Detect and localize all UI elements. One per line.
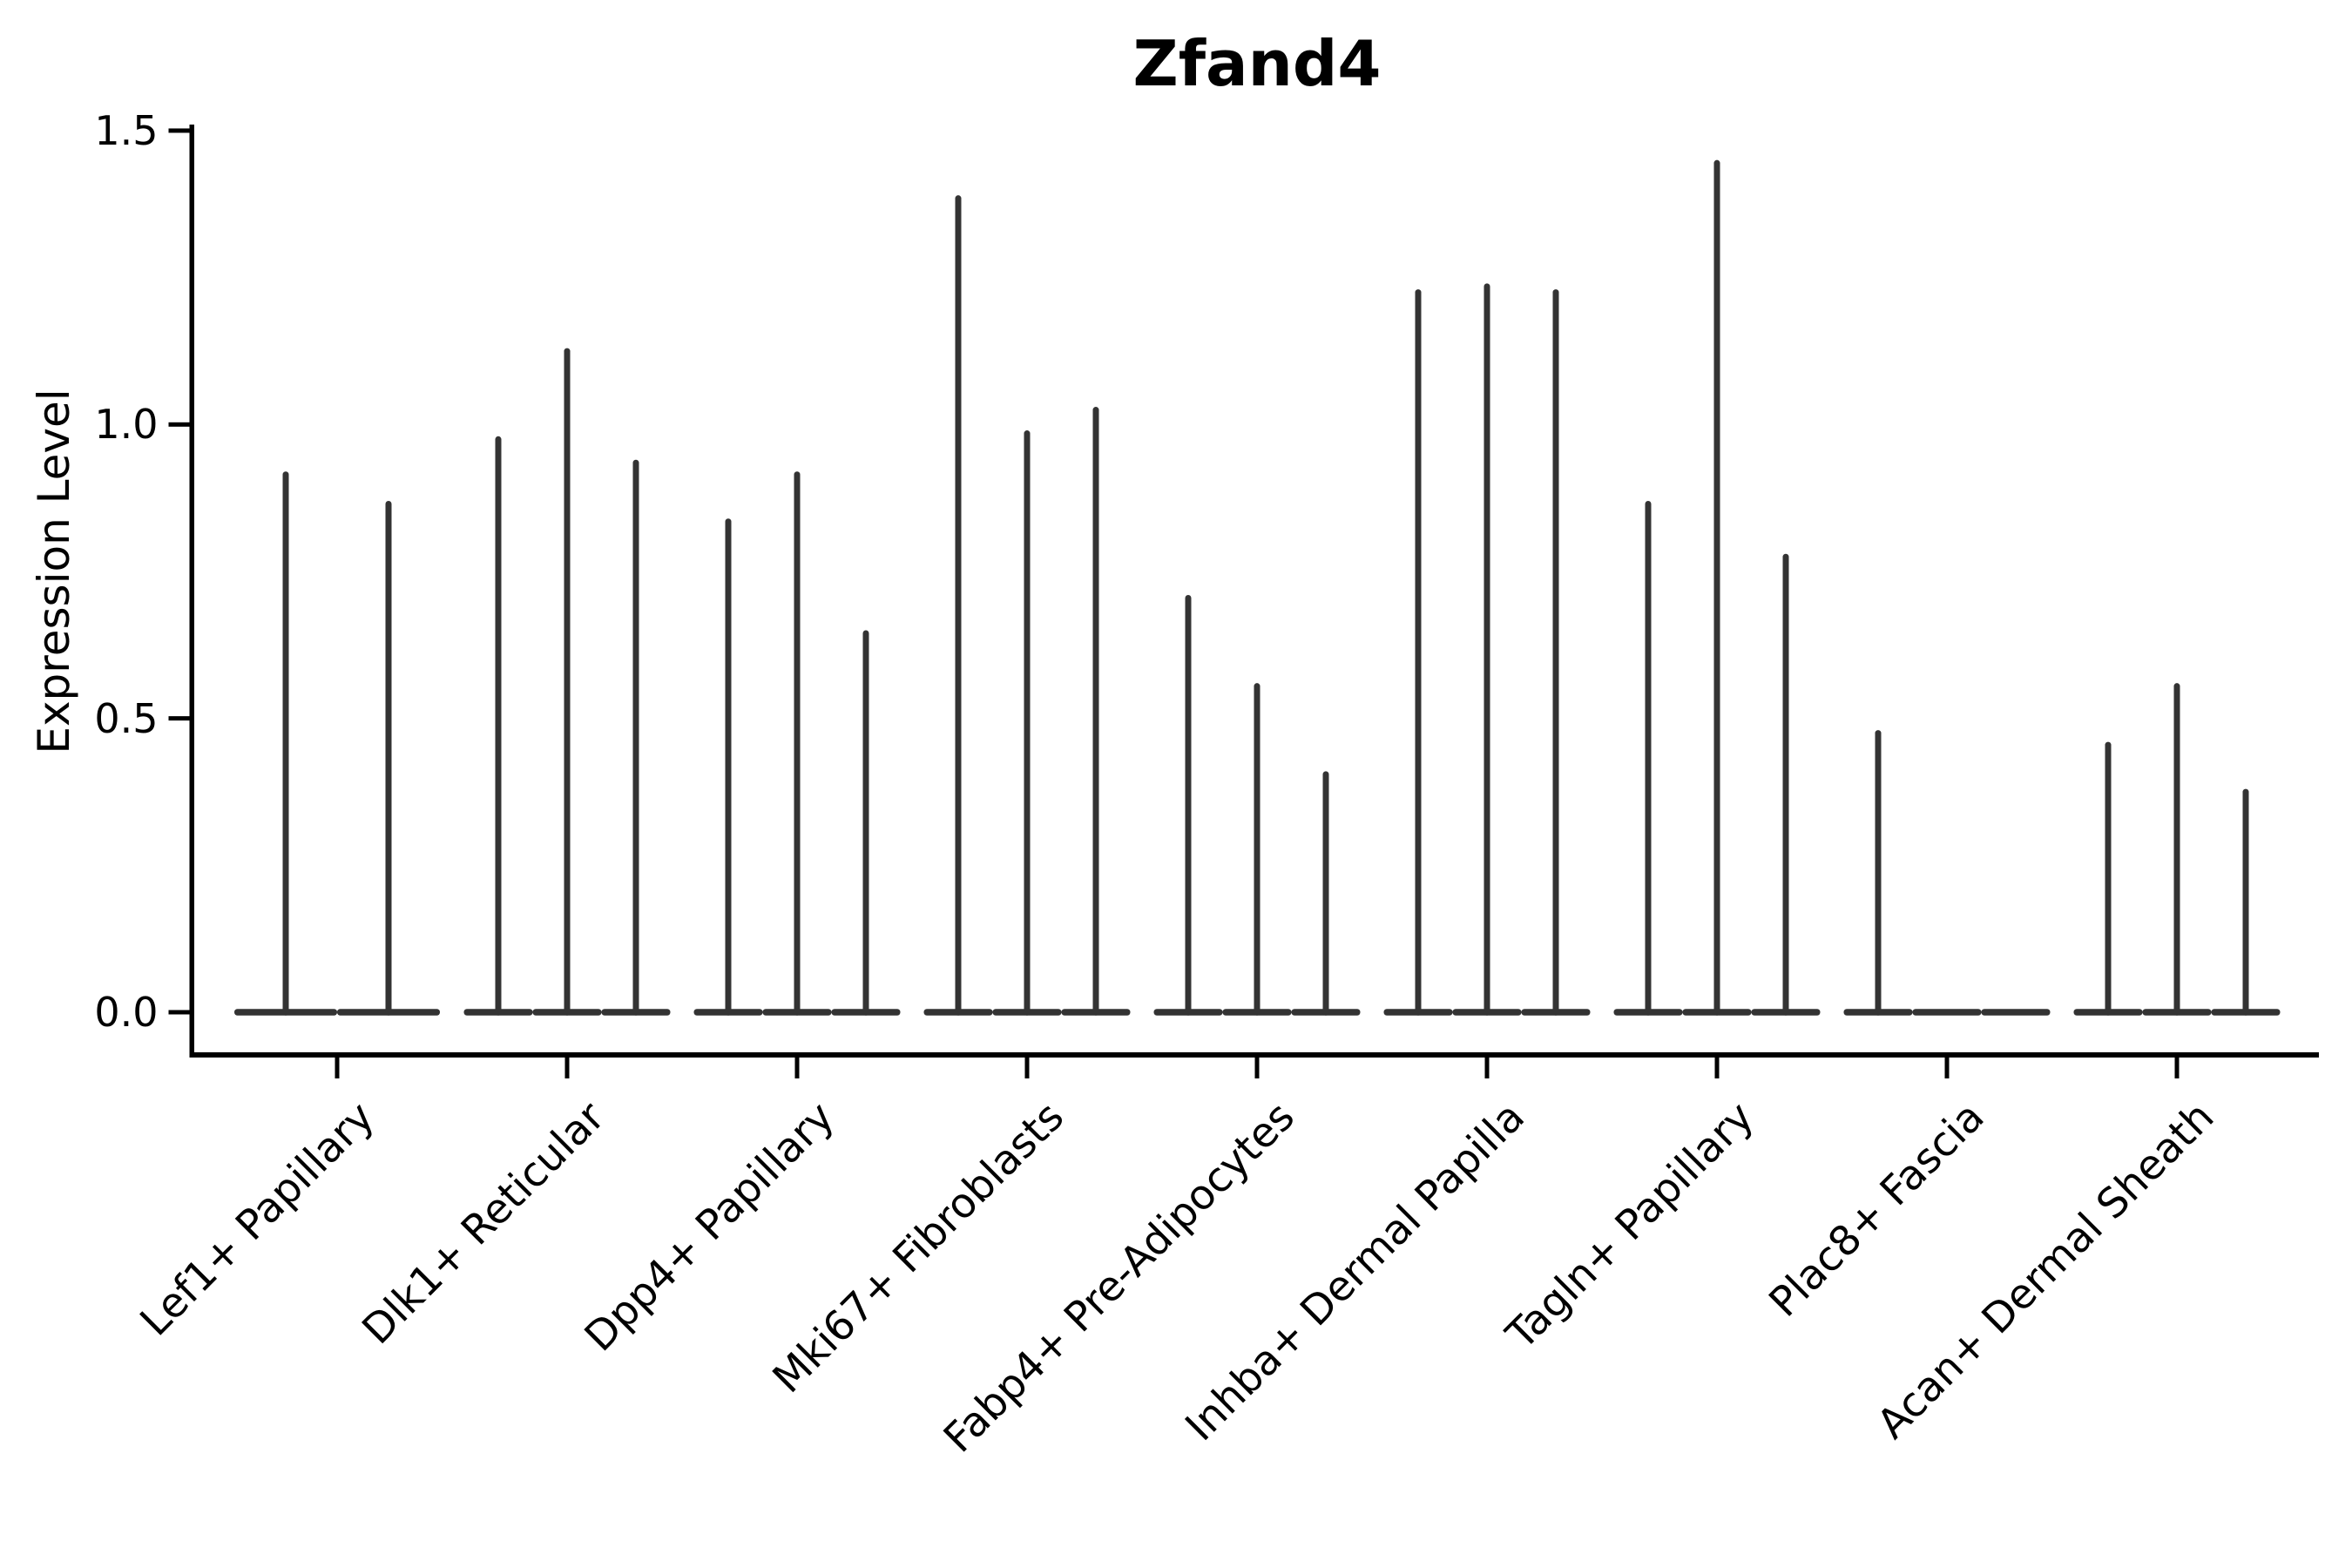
violin-spike <box>2173 683 2180 1016</box>
y-tick-label: 0.5 <box>94 694 159 742</box>
violin-spike <box>794 471 801 1016</box>
x-tick <box>2174 1058 2180 1078</box>
x-axis-spine <box>189 1052 2319 1058</box>
violin-spike <box>1254 683 1260 1016</box>
violin-spike <box>282 471 289 1016</box>
violin-group <box>2073 683 2281 1016</box>
violin-spike <box>725 518 732 1016</box>
y-axis-spine <box>189 125 194 1058</box>
x-tick <box>1714 1058 1720 1078</box>
violin-spike <box>385 501 392 1016</box>
violin-spike <box>1484 283 1490 1016</box>
violin-group <box>1613 159 1821 1016</box>
violin-spike <box>1645 501 1652 1016</box>
violin-spike <box>1875 730 1882 1016</box>
violin-spike <box>632 459 639 1016</box>
y-tick <box>168 1010 190 1015</box>
x-tick <box>1484 1058 1490 1078</box>
violin-group <box>1843 730 2051 1016</box>
violin-spike <box>1092 407 1099 1016</box>
chart-title: Zfand4 <box>1132 27 1382 100</box>
violin-spike <box>1185 594 1192 1016</box>
violin-spike <box>564 348 571 1016</box>
violin-spike <box>1415 289 1422 1016</box>
y-tick-label: 0.0 <box>94 989 159 1036</box>
violin-spike <box>1322 771 1329 1016</box>
x-tick <box>564 1058 570 1078</box>
violin-spike <box>1024 430 1031 1016</box>
x-tick <box>794 1058 800 1078</box>
y-tick <box>168 716 190 721</box>
x-tick <box>1024 1058 1030 1078</box>
x-tick <box>1254 1058 1260 1078</box>
violin-group <box>463 348 671 1016</box>
violin-spike <box>1713 159 1720 1016</box>
violin-group <box>1153 594 1361 1016</box>
x-tick <box>1944 1058 1950 1078</box>
violin-group <box>693 471 901 1016</box>
y-tick <box>168 128 190 133</box>
y-tick <box>168 422 190 427</box>
x-tick <box>335 1058 340 1078</box>
y-tick-label: 1.0 <box>94 401 159 449</box>
violin-spike <box>495 436 502 1016</box>
violin-spike <box>955 195 962 1016</box>
violin-group <box>923 195 1131 1016</box>
violin-group <box>1383 283 1591 1016</box>
violin-spike <box>2105 741 2112 1016</box>
violin-spike <box>1782 553 1789 1016</box>
violin-spike <box>2242 788 2249 1016</box>
violin-baseline <box>1981 1009 2051 1016</box>
violin-spike <box>862 630 869 1016</box>
violin-group <box>234 471 440 1016</box>
violin-baseline <box>1912 1009 1982 1016</box>
violin-spike <box>1552 289 1559 1016</box>
y-tick-label: 1.5 <box>94 106 159 154</box>
